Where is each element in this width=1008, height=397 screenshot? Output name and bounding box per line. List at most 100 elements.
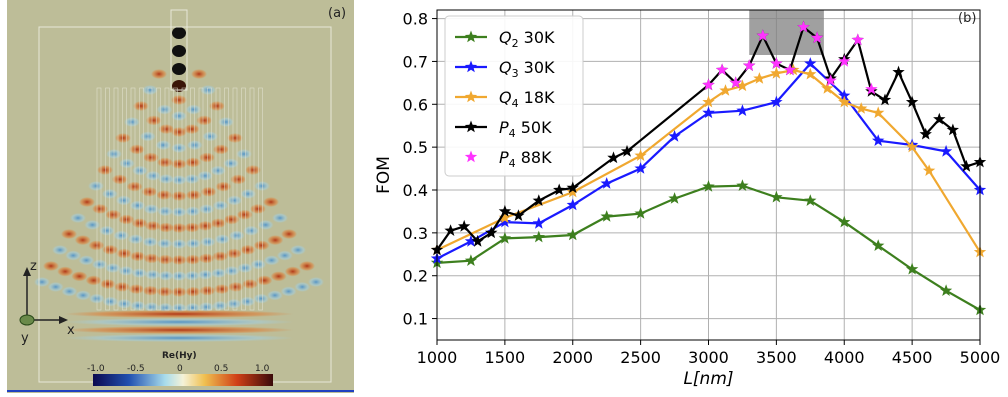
field-lobe (85, 275, 102, 286)
data-point (905, 95, 919, 108)
field-lobe (102, 296, 119, 307)
ticks: 1000 1500 2000 2500 3000 3500 4000 4500 5000 0.1 0… (403, 10, 1001, 367)
data-point (804, 57, 817, 69)
data-point (905, 262, 919, 275)
field-lobe (171, 111, 187, 121)
field-lobe (171, 159, 187, 169)
legend-item: Q2 30K (455, 28, 555, 50)
data-point (770, 190, 783, 203)
grating-slot (215, 87, 221, 311)
grating-slot (241, 87, 246, 311)
data-point (719, 84, 732, 96)
field-lobe (209, 101, 225, 111)
field-lobe (200, 85, 216, 95)
field-lobe (126, 181, 143, 192)
data-point (939, 144, 953, 157)
grating-slot (190, 87, 195, 311)
field-stripe (64, 310, 294, 318)
colorbar-tick-label: -1.0 (87, 364, 105, 374)
field-lobe (155, 140, 172, 151)
field-lobe (184, 270, 201, 281)
grating-slot (113, 87, 119, 311)
x-tick-label: 2500 (620, 348, 661, 367)
data-point (702, 95, 715, 108)
field-lobe (157, 270, 174, 281)
field-lobe (34, 277, 50, 287)
field-lobe (171, 223, 187, 233)
field-lobe (157, 222, 174, 233)
field-lobe (111, 174, 128, 185)
x-tick-label: 3000 (688, 348, 729, 367)
field-lobe (158, 124, 175, 135)
data-point (702, 106, 715, 119)
field-lobe (284, 266, 301, 277)
data-point (770, 95, 783, 108)
data-point (566, 228, 579, 241)
field-lobe (129, 300, 146, 311)
grating-slot (130, 87, 136, 311)
data-point (634, 149, 647, 161)
field-lobe (210, 218, 227, 229)
field-lobe (210, 268, 227, 279)
field-lobe (156, 238, 173, 249)
field-lobe (197, 269, 214, 280)
field-lobe (227, 281, 244, 292)
field-map-figure: (a) z x y Re(Hy) -1.0 -0.5 0 0.5 1.0 (7, 0, 354, 393)
grating-slot (232, 87, 238, 311)
field-lobe (239, 244, 256, 255)
field-lobe (254, 181, 270, 191)
data-point (729, 76, 742, 89)
field-lobe (70, 213, 86, 223)
grating-slots (96, 87, 263, 311)
data-point (702, 180, 715, 192)
field-lobe (256, 275, 273, 286)
legend-item: Q4 18K (455, 88, 555, 110)
field-lobe (223, 158, 239, 169)
x-tick-label: 5000 (960, 348, 1001, 367)
fom-chart: 1000 1500 2000 2500 3000 3500 4000 4500 5000 0.1 0… (374, 9, 1001, 389)
field-lobe (171, 207, 187, 217)
field-lobe (227, 133, 243, 143)
field-lobe (225, 298, 242, 309)
field-lobe (91, 259, 108, 270)
field-lobe (213, 144, 229, 155)
field-lobe (142, 85, 158, 95)
data-point (485, 226, 498, 239)
field-lobe (47, 281, 64, 292)
field-lobe (98, 225, 115, 236)
field-lobe (200, 186, 217, 197)
data-point (753, 72, 766, 84)
data-point (566, 181, 579, 194)
field-lobe (272, 213, 288, 223)
y-tick-label: 0.2 (403, 267, 428, 286)
field-lobe (223, 265, 240, 276)
colorbar-tick-label: 1.0 (255, 364, 270, 374)
field-lobe (197, 220, 214, 231)
field-lobe (308, 277, 324, 287)
field-lobe (210, 165, 226, 176)
field-stripe (64, 334, 294, 342)
y-tick-label: 0.4 (403, 181, 428, 200)
field-map-panel: (a) z x y Re(Hy) -1.0 -0.5 0 0.5 1.0 (7, 0, 354, 393)
field-lobe (226, 195, 243, 206)
y-tick-label: 0.7 (403, 52, 428, 71)
grating-slot (258, 87, 263, 311)
data-point (532, 216, 545, 229)
field-lobe (171, 255, 187, 265)
field-lobe (213, 284, 230, 295)
data-point (838, 54, 851, 67)
field-lobe (230, 174, 247, 185)
x-tick-label: 2000 (552, 348, 593, 367)
y-tick-label: 0.5 (403, 138, 428, 157)
field-lobe (57, 266, 74, 277)
field-lobe (215, 181, 232, 192)
data-point (702, 78, 715, 91)
field-lobe (299, 261, 315, 271)
field-lobe (114, 281, 131, 292)
field-lobe (143, 152, 159, 163)
data-point (824, 74, 837, 86)
highlight-region (749, 10, 824, 55)
x-tick-label: 3500 (756, 348, 797, 367)
grating-slot (224, 87, 229, 311)
data-point (715, 63, 729, 76)
